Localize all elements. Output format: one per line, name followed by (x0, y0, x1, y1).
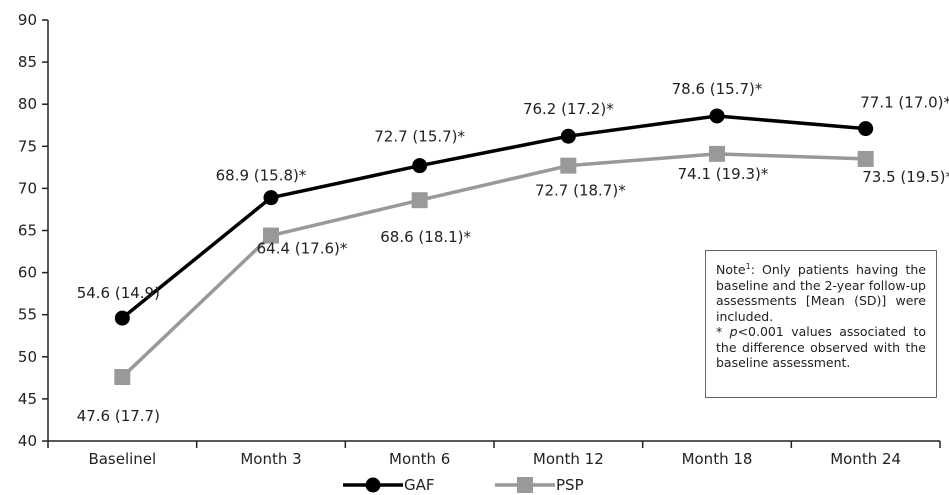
y-tick-label: 90 (18, 11, 37, 29)
point-psp (411, 192, 428, 209)
y-tick-label: 75 (18, 137, 37, 155)
point-gaf (709, 108, 725, 124)
series-lines (121, 114, 866, 379)
point-gaf (412, 158, 428, 174)
x-tick-label: Month 12 (533, 450, 604, 468)
legend: GAF PSP (343, 476, 584, 494)
point-psp (560, 157, 577, 174)
note-star: * (716, 324, 730, 340)
point-psp (263, 227, 279, 244)
series-line-gaf (121, 114, 866, 320)
x-tick-label: Month 3 (240, 450, 301, 468)
point-psp (857, 150, 874, 167)
series-line-psp (121, 152, 866, 379)
point-psp (114, 369, 131, 386)
legend-label-gaf: GAF (404, 476, 435, 494)
data-label-psp: 47.6 (17.7) (77, 407, 160, 425)
y-tick-label: 85 (18, 53, 37, 71)
note-superscript: 1 (745, 262, 751, 271)
data-label-psp: 68.6 (18.1)* (380, 228, 471, 246)
legend-label-psp: PSP (556, 476, 584, 494)
chart-axes: 40 45 50 55 60 65 70 75 80 85 90 Baselinel Month 3 Mo… (18, 11, 941, 468)
data-label-gaf: 76.2 (17.2)* (523, 100, 614, 118)
point-gaf (560, 128, 576, 144)
note-significance: <0.001 values associated to the differen… (716, 324, 926, 371)
y-tick-label: 60 (18, 264, 37, 282)
data-label-gaf: 78.6 (15.7)* (672, 80, 763, 98)
data-label-gaf: 77.1 (17.0)* (860, 94, 949, 112)
note-p-symbol: p (729, 324, 738, 340)
point-psp (709, 145, 725, 162)
data-labels: 54.6 (14.9) 68.9 (15.8)* 72.7 (15.7)* 76.2 … (77, 80, 949, 425)
y-tick-label: 45 (18, 390, 37, 408)
data-label-psp: 74.1 (19.3)* (678, 165, 769, 183)
y-tick-label: 55 (18, 306, 37, 324)
data-label-psp: 72.7 (18.7)* (535, 182, 626, 200)
legend-marker-gaf (365, 477, 381, 493)
point-gaf (114, 310, 130, 326)
x-tick-label: Baselinel (88, 450, 156, 468)
x-tick-label: Month 6 (389, 450, 450, 468)
x-tick-label: Month 24 (830, 450, 901, 468)
y-tick-label: 80 (18, 95, 37, 113)
x-tick-label: Month 18 (682, 450, 753, 468)
series-markers (114, 108, 874, 386)
note-text: : Only patients having the baseline and … (716, 262, 926, 324)
data-label-gaf: 68.9 (15.8)* (216, 167, 307, 185)
note-prefix: Note (716, 262, 746, 278)
y-tick-label: 50 (18, 348, 37, 366)
y-tick-label: 40 (18, 432, 37, 450)
data-label-gaf: 72.7 (15.7)* (374, 128, 465, 146)
data-label-gaf: 54.6 (14.9) (77, 284, 160, 302)
point-gaf (263, 190, 279, 206)
data-label-psp: 64.4 (17.6)* (257, 240, 348, 258)
point-gaf (858, 121, 874, 137)
y-tick-label: 65 (18, 222, 37, 240)
data-label-psp: 73.5 (19.5)* (862, 168, 949, 186)
legend-marker-psp (517, 477, 533, 493)
note-box: Note1: Only patients having the baseline… (705, 250, 937, 398)
y-tick-label: 70 (18, 179, 37, 197)
